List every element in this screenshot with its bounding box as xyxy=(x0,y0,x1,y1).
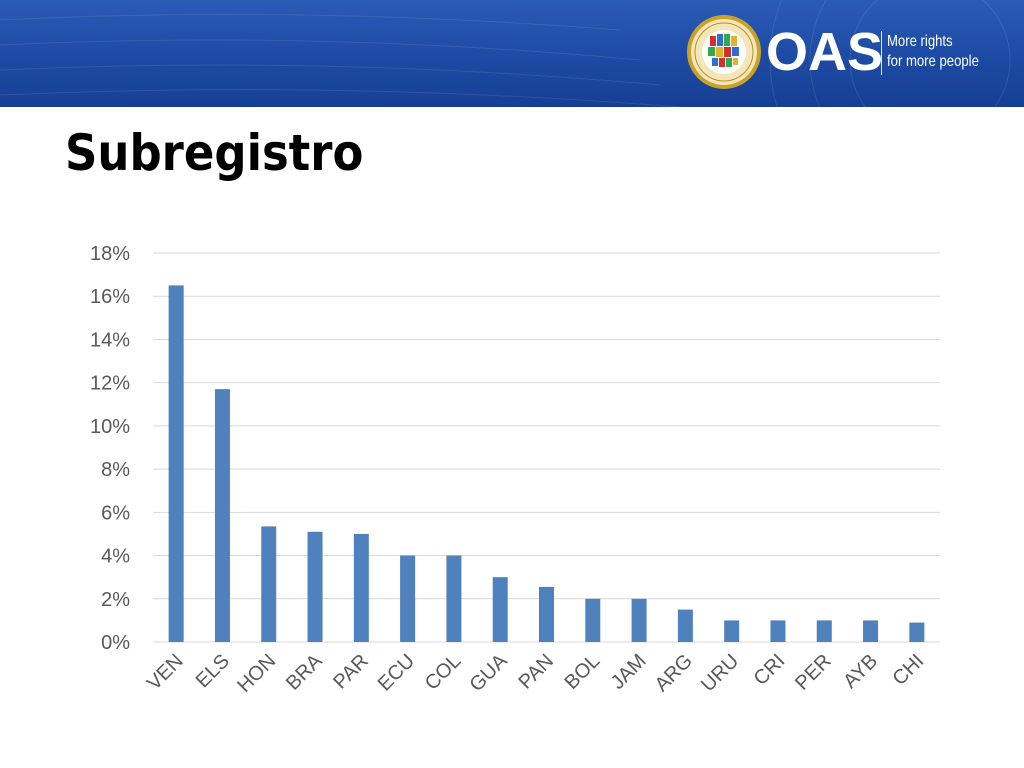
x-tick-label: ARG xyxy=(651,650,697,696)
y-tick-label: 18% xyxy=(90,243,130,265)
y-tick-label: 0% xyxy=(101,632,130,654)
x-tick-label: CRI xyxy=(750,650,790,690)
oas-seal-icon xyxy=(687,15,761,89)
bar-ayb xyxy=(863,620,879,642)
y-tick-label: 6% xyxy=(101,502,130,524)
y-tick-label: 2% xyxy=(101,589,130,611)
y-tick-label: 4% xyxy=(101,546,130,568)
page-title: Subregistro xyxy=(65,124,364,182)
x-tick-label: GUA xyxy=(466,650,513,697)
x-tick-label: COL xyxy=(421,650,466,695)
x-tick-label: PAN xyxy=(514,650,558,694)
chart-bars xyxy=(168,285,925,642)
y-tick-label: 16% xyxy=(90,286,130,308)
oas-logo-text: OAS xyxy=(766,22,884,82)
bar-par xyxy=(353,533,369,642)
bar-els xyxy=(214,389,230,642)
y-axis-tick-labels: 0% 2% 4% 6% 8% 10% 12% 14% 16% 18% xyxy=(90,243,130,654)
bar-ecu xyxy=(400,555,416,642)
x-tick-label: PER xyxy=(791,650,836,695)
bar-bol xyxy=(585,598,601,642)
bar-hon xyxy=(261,526,277,642)
x-tick-label: ECU xyxy=(374,650,419,695)
x-tick-label: VEN xyxy=(143,650,188,695)
x-tick-label: BRA xyxy=(282,650,327,695)
x-tick-label: CHI xyxy=(888,650,928,690)
tagline: More rights for more people xyxy=(887,32,979,72)
bar-ven xyxy=(168,285,184,642)
tagline-line-2: for more people xyxy=(887,53,979,70)
banner-background-pattern xyxy=(0,0,1011,107)
y-tick-label: 14% xyxy=(90,329,130,351)
y-tick-label: 10% xyxy=(90,416,130,438)
header-banner: OAS More rights for more people xyxy=(0,0,1024,107)
y-tick-label: 12% xyxy=(90,373,130,395)
bar-gua xyxy=(492,577,508,642)
bar-bra xyxy=(307,531,323,642)
tagline-line-1: More rights xyxy=(887,33,953,50)
bar-chi xyxy=(909,622,925,642)
x-tick-label: AYB xyxy=(839,650,882,693)
x-tick-label: BOL xyxy=(560,650,604,694)
bar-arg xyxy=(677,609,693,642)
x-tick-label: PAR xyxy=(329,650,373,694)
x-tick-label: HON xyxy=(233,650,280,697)
bar-per xyxy=(816,620,832,642)
y-tick-label: 8% xyxy=(101,459,130,481)
bar-cri xyxy=(770,620,786,642)
logo-divider xyxy=(881,31,882,75)
x-tick-label: ELS xyxy=(192,650,234,692)
bar-pan xyxy=(539,586,554,642)
x-axis-tick-labels: VEN ELS HON BRA PAR ECU COL GUA PAN BOL JAM ARG URU C… xyxy=(143,650,928,697)
bar-col xyxy=(446,555,462,642)
bar-uru xyxy=(724,620,740,642)
x-tick-label: JAM xyxy=(607,650,651,694)
bar-jam xyxy=(631,598,647,642)
x-tick-label: URU xyxy=(697,650,743,696)
